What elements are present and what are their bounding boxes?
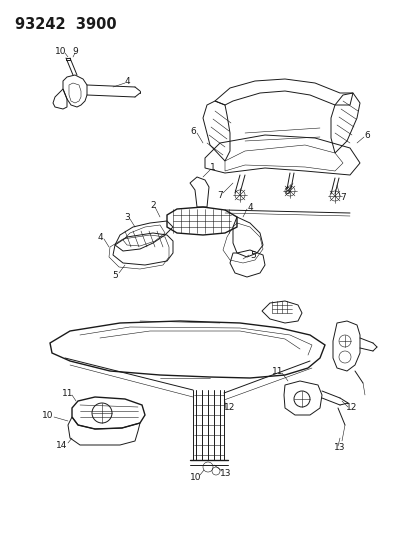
Text: 10: 10 [42,410,54,419]
Text: 10: 10 [55,46,66,55]
Text: 12: 12 [346,403,357,413]
Text: 12: 12 [224,402,235,411]
Text: 6: 6 [190,126,195,135]
Text: 7: 7 [216,190,222,199]
Text: 5: 5 [249,251,255,260]
Text: 10: 10 [190,472,201,481]
Text: 5: 5 [112,271,118,279]
Text: 13: 13 [220,469,231,478]
Text: 4: 4 [97,232,102,241]
Text: 4: 4 [247,203,252,212]
Text: 8: 8 [283,187,289,196]
Text: 93242  3900: 93242 3900 [15,17,116,32]
Text: 11: 11 [62,389,74,398]
Text: 9: 9 [72,46,78,55]
Text: 6: 6 [363,131,369,140]
Text: 11: 11 [272,367,283,376]
Text: 4: 4 [124,77,130,85]
Text: 2: 2 [150,200,155,209]
Text: 1: 1 [210,163,215,172]
Text: 7: 7 [339,193,345,203]
Text: 3: 3 [124,213,130,222]
Text: 14: 14 [56,440,67,449]
Text: 13: 13 [333,443,345,453]
